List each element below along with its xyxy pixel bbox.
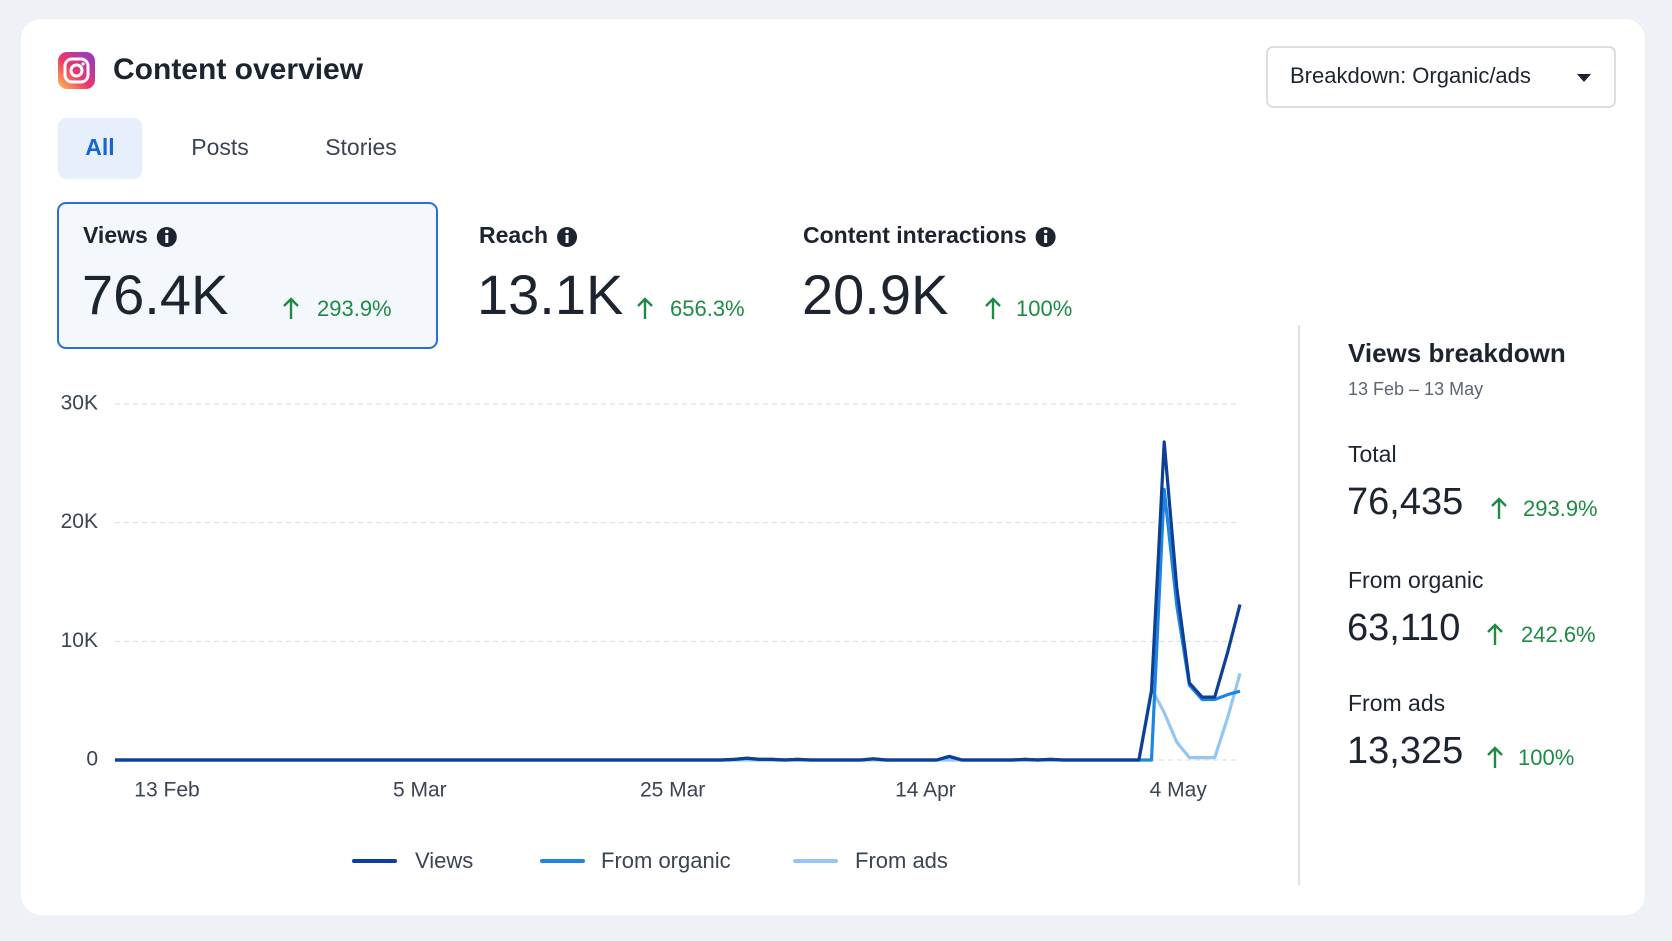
- breakdown-value: 13,325: [1347, 730, 1463, 772]
- legend-label: From organic: [601, 848, 731, 873]
- metric-selected[interactable]: [57, 202, 438, 349]
- breakdown-value: 76,435: [1347, 481, 1463, 523]
- x-tick-label: 4 May: [1150, 779, 1208, 802]
- title: Content overview: [113, 53, 364, 86]
- dropdown-label[interactable]: Breakdown: Organic/ads: [1290, 63, 1531, 88]
- y-tick-label: 30K: [61, 392, 98, 415]
- breakdown-label: From organic: [1348, 567, 1483, 593]
- x-tick-label: 13 Feb: [134, 779, 199, 802]
- x-tick-label: 5 Mar: [393, 779, 447, 802]
- metric-label: Reach: [479, 222, 548, 248]
- up-arrow: [985, 297, 1001, 319]
- metric-change: 656.3%: [670, 296, 745, 321]
- x-tick-label: 14 Apr: [895, 779, 956, 802]
- breakdown-label: From ads: [1348, 690, 1445, 716]
- y-tick-label: 0: [86, 748, 98, 771]
- info-icon-glyph: [164, 229, 169, 234]
- tab[interactable]: Stories: [325, 134, 397, 160]
- y-tick-label: 10K: [61, 629, 98, 652]
- breakdown-title: Views breakdown: [1348, 338, 1566, 368]
- instagram-icon: [58, 52, 95, 89]
- breakdown-change: 293.9%: [1523, 496, 1598, 521]
- metric-value: 20.9K: [802, 263, 948, 326]
- up-arrow: [637, 297, 653, 319]
- info-icon-glyph: [165, 235, 169, 243]
- tab-selected-bg: [58, 118, 142, 179]
- card: [21, 19, 1645, 915]
- tab[interactable]: All: [85, 134, 114, 160]
- info-icon-glyph: [1044, 235, 1048, 243]
- x-tick-label: 25 Mar: [640, 779, 705, 802]
- metric-label: Content interactions: [803, 222, 1027, 248]
- dropdown-caret: [1577, 74, 1591, 82]
- metric-change: 293.9%: [317, 296, 392, 321]
- series-line: [115, 440, 1242, 762]
- metric-value: 13.1K: [477, 263, 623, 326]
- breakdown-subtitle: 13 Feb – 13 May: [1348, 379, 1483, 399]
- up-arrow: [1487, 623, 1503, 645]
- tab[interactable]: Posts: [191, 134, 249, 160]
- metric-label: Views: [83, 222, 148, 248]
- metric-change: 100%: [1016, 296, 1072, 321]
- metric-value: 76.4K: [82, 263, 228, 326]
- info-icon-glyph: [1043, 229, 1048, 234]
- breakdown-value: 63,110: [1347, 607, 1460, 649]
- breakdown-change: 100%: [1518, 745, 1574, 770]
- legend-label: Views: [415, 848, 473, 873]
- breakdown-change: 242.6%: [1521, 622, 1596, 647]
- info-icon-glyph: [565, 229, 569, 234]
- breakdown-label: Total: [1348, 441, 1397, 467]
- up-arrow: [1487, 746, 1503, 768]
- info-icon-glyph: [565, 235, 569, 243]
- legend-label: From ads: [855, 848, 948, 873]
- y-tick-label: 20K: [61, 510, 98, 533]
- dropdown[interactable]: [1266, 46, 1616, 108]
- up-arrow: [1491, 497, 1507, 519]
- up-arrow: [283, 297, 299, 319]
